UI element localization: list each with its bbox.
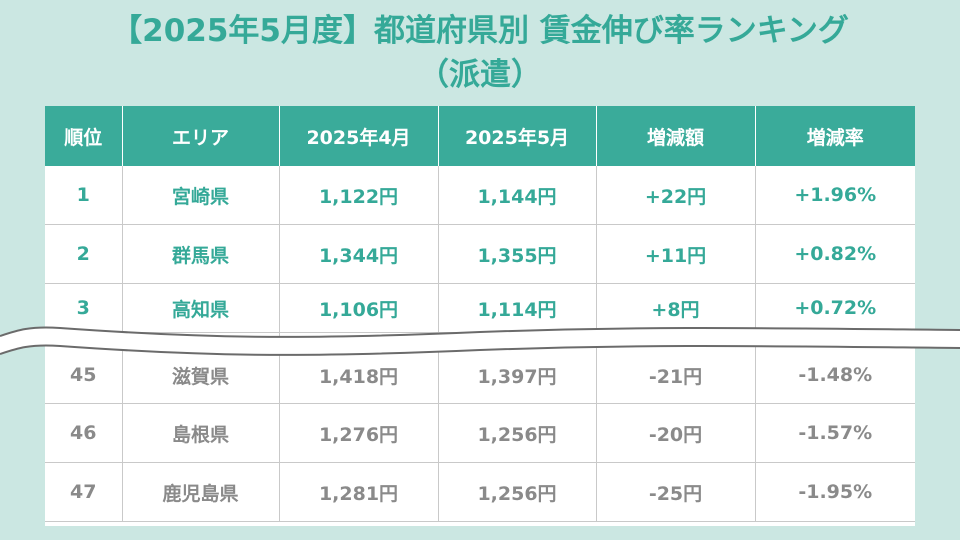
cell-area: 滋賀県: [122, 347, 280, 404]
cell-rate: -1.95%: [755, 462, 915, 522]
header-rate: 増減率: [755, 106, 915, 166]
cell-april: 1,344円: [279, 224, 439, 284]
cell-may: 1,355円: [438, 224, 597, 284]
cell-rate: +0.72%: [755, 283, 915, 333]
table-row: 47 鹿児島県 1,281円 1,256円 -25円 -1.95%: [45, 462, 915, 522]
header-rank: 順位: [45, 106, 123, 166]
ranking-table-container: 順位 エリア 2025年4月 2025年5月 増減額 増減率 1 宮崎県 1,1…: [45, 106, 915, 526]
cell-area: 高知県: [122, 283, 280, 333]
cell-area: 島根県: [122, 403, 280, 463]
cell-april: 1,276円: [279, 403, 439, 463]
cell-may: 1,256円: [438, 462, 597, 522]
page-title: 【2025年5月度】都道府県別 賃金伸び率ランキング: [111, 13, 849, 49]
header-diff: 増減額: [596, 106, 756, 166]
cell-rank: 1: [45, 166, 123, 225]
cell-rate: +1.96%: [755, 166, 915, 225]
header-may: 2025年5月: [438, 106, 597, 166]
cell-area: 鹿児島県: [122, 462, 280, 522]
cell-rank: 47: [45, 462, 123, 522]
table-row: 1 宮崎県 1,122円 1,144円 +22円 +1.96%: [45, 166, 915, 225]
cell-diff: -20円: [596, 403, 756, 463]
table-break-mark: [0, 326, 960, 356]
cell-rank: 46: [45, 403, 123, 463]
table-header-row: 順位 エリア 2025年4月 2025年5月 増減額 増減率: [45, 106, 915, 166]
cell-rate: -1.48%: [755, 347, 915, 404]
cell-diff: +22円: [596, 166, 756, 225]
cell-rank: 3: [45, 283, 123, 333]
cell-rate: -1.57%: [755, 403, 915, 463]
table-row: 2 群馬県 1,344円 1,355円 +11円 +0.82%: [45, 224, 915, 284]
cell-may: 1,256円: [438, 403, 597, 463]
cell-april: 1,418円: [279, 347, 439, 404]
break-mark-line-lower: [0, 344, 960, 356]
cell-may: 1,144円: [438, 166, 597, 225]
break-mark-line-upper: [0, 326, 960, 338]
cell-area: 宮崎県: [122, 166, 280, 225]
table-row: 46 島根県 1,276円 1,256円 -20円 -1.57%: [45, 403, 915, 463]
cell-area: 群馬県: [122, 224, 280, 284]
header-april: 2025年4月: [279, 106, 439, 166]
cell-april: 1,281円: [279, 462, 439, 522]
cell-may: 1,397円: [438, 347, 597, 404]
page-subtitle: （派遣）: [418, 57, 542, 93]
table-row: 3 高知県 1,106円 1,114円 +8円 +0.72%: [45, 283, 915, 333]
break-mark-band: [0, 327, 960, 355]
cell-rank: 45: [45, 347, 123, 404]
ranking-table: 順位 エリア 2025年4月 2025年5月 増減額 増減率 1 宮崎県 1,1…: [45, 106, 915, 522]
header-area: エリア: [122, 106, 280, 166]
cell-rate: +0.82%: [755, 224, 915, 284]
cell-diff: -25円: [596, 462, 756, 522]
cell-april: 1,122円: [279, 166, 439, 225]
cell-diff: +11円: [596, 224, 756, 284]
cell-rank: 2: [45, 224, 123, 284]
table-row: 45 滋賀県 1,418円 1,397円 -21円 -1.48%: [45, 347, 915, 404]
cell-april: 1,106円: [279, 283, 439, 333]
cell-diff: -21円: [596, 347, 756, 404]
